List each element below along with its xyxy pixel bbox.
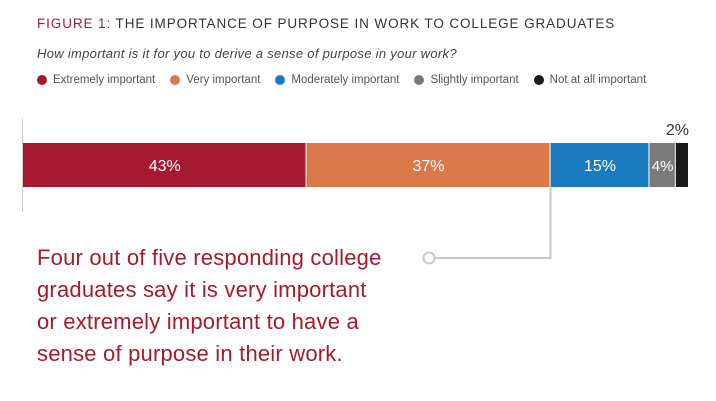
legend-swatch: [37, 75, 47, 85]
chart-axis-line: [22, 118, 23, 212]
legend-item-extremely: Extremely important: [37, 74, 155, 86]
legend-item-moderately: Moderately important: [275, 74, 399, 86]
legend-label: Not at all important: [549, 74, 647, 86]
bar-segment-extremely: [23, 143, 306, 187]
bar-segment-not-at-all: [675, 143, 688, 187]
data-label-extremely: 43%: [149, 158, 181, 175]
chart-legend: Extremely important Very important Moder…: [37, 74, 661, 86]
legend-item-not-at-all: Not at all important: [533, 74, 647, 86]
data-label-moderately: 15%: [584, 158, 616, 175]
figure-title: FIGURE 1: THE IMPORTANCE OF PURPOSE IN W…: [37, 16, 615, 31]
legend-swatch: [170, 75, 181, 85]
legend-item-very: Very important: [170, 74, 260, 86]
legend-item-slightly: Slightly important: [414, 74, 519, 86]
data-label-not-at-all: 2%: [666, 122, 689, 139]
legend-swatch: [414, 75, 425, 85]
data-label-very: 37%: [413, 158, 445, 175]
callout-text: Four out of five responding college grad…: [37, 242, 382, 370]
legend-swatch: [533, 75, 544, 85]
legend-label: Moderately important: [291, 74, 400, 86]
bar-segment-slightly: [649, 143, 675, 187]
legend-swatch: [275, 75, 286, 85]
callout-line: or extremely important to have a: [37, 309, 359, 334]
figure-number: FIGURE 1:: [37, 16, 112, 31]
callout-line: Four out of five responding college: [37, 245, 382, 270]
callout-line: graduates say it is very important: [37, 277, 367, 302]
figure-title-text: THE IMPORTANCE OF PURPOSE IN WORK TO COL…: [115, 16, 616, 31]
callout-connector-dot: [422, 251, 436, 265]
survey-question: How important is it for you to derive a …: [37, 46, 457, 61]
legend-label: Very important: [186, 74, 261, 86]
bar-segment-moderately: [550, 143, 649, 187]
bar-segment-very: [306, 143, 550, 187]
callout-line: sense of purpose in their work.: [37, 341, 343, 366]
legend-label: Extremely important: [53, 74, 156, 86]
data-label-slightly: 4%: [652, 158, 674, 175]
callout-connector-line: [435, 187, 552, 259]
legend-label: Slightly important: [430, 74, 519, 86]
